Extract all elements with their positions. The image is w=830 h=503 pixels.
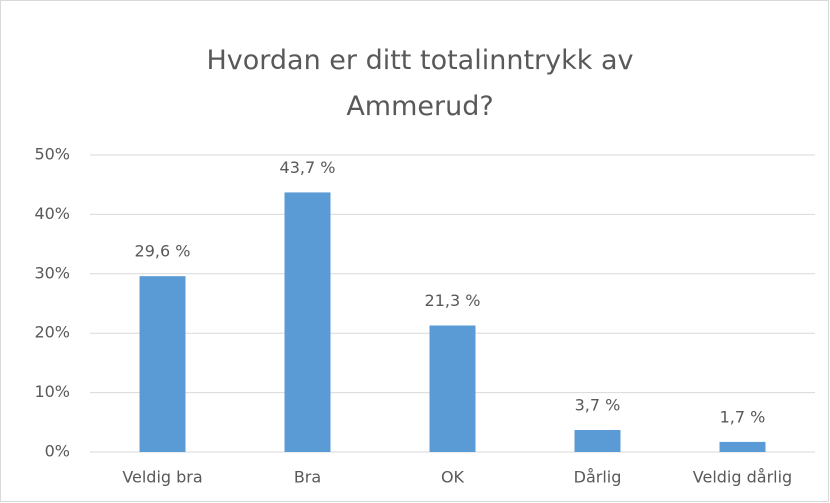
y-tick-label: 10% [34,382,70,401]
data-label: 1,7 % [720,407,766,426]
x-tick-label: OK [441,468,465,487]
y-tick-label: 0% [45,442,70,461]
x-tick-label: Veldig dårlig [693,468,792,487]
x-tick-label: Bra [294,468,321,487]
bar [574,430,621,452]
data-label: 43,7 % [280,158,336,177]
chart-title: Hvordan er ditt totalinntrykk av Ammerud… [206,45,634,122]
y-tick-label: 20% [34,323,70,342]
y-tick-label: 40% [34,204,70,223]
x-tick-label: Dårlig [574,468,622,487]
y-tick-label: 50% [34,145,70,164]
bar [284,192,331,452]
data-label: 29,6 % [135,242,191,261]
data-label: 3,7 % [575,396,621,415]
data-label: 21,3 % [425,291,481,310]
bar [429,325,476,452]
x-tick-label: Veldig bra [122,468,202,487]
bar [139,276,186,452]
bar [719,441,766,452]
y-tick-label: 30% [34,263,70,282]
